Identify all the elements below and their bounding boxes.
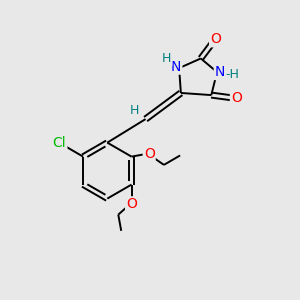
Text: O: O [126,197,137,211]
Text: Cl: Cl [53,136,66,150]
Text: -H: -H [225,68,239,81]
Text: O: O [231,91,242,105]
Text: N: N [215,65,225,79]
Text: N: N [171,60,181,74]
Text: H: H [162,52,172,65]
Text: O: O [144,147,154,161]
Text: O: O [210,32,221,46]
Text: H: H [130,104,139,117]
